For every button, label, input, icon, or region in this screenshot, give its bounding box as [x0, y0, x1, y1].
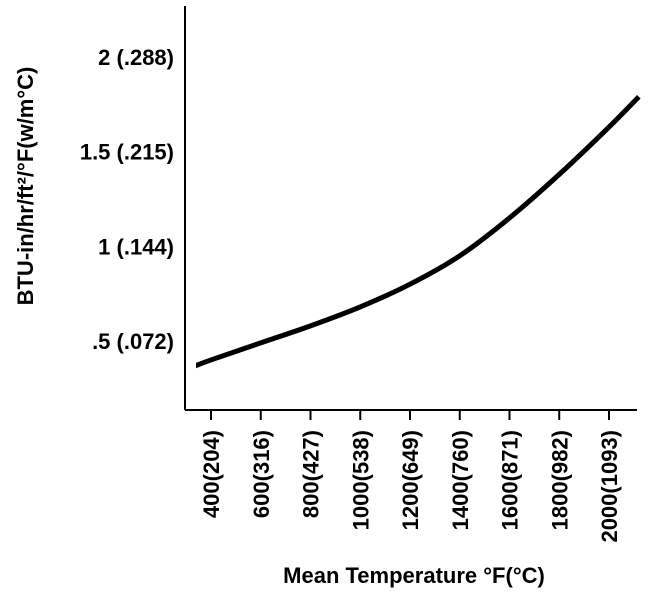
y-tick-label: 1.5 (.215) [80, 140, 174, 165]
x-ticks: 400(204) 600(316) 800(427) 1000(538) 1200(64… [199, 410, 622, 543]
series [196, 95, 641, 369]
y-ticks: .5 (.072) 1 (.144) 1.5 (.215) 2 (.288) [80, 45, 186, 354]
x-tick-label: 2000(1093) [597, 430, 622, 543]
y-tick-label: .5 (.072) [92, 329, 174, 354]
x-tick-label: 1200(649) [398, 430, 423, 530]
y-tick-label: 2 (.288) [98, 45, 174, 70]
x-tick-label: 1600(871) [498, 430, 523, 530]
x-axis-title: Mean Temperature °F(°C) [283, 563, 545, 588]
series-line [196, 95, 641, 369]
x-tick-label: 600(316) [249, 430, 274, 518]
y-tick-label: 1 (.144) [98, 234, 174, 259]
x-tick-label: 1000(538) [348, 430, 373, 530]
x-tick-label: 1800(982) [547, 430, 572, 530]
x-tick-label: 1400(760) [448, 430, 473, 530]
x-tick-label: 800(427) [299, 430, 324, 518]
y-axis-title: BTU-in/hr/ft²/°F(w/m°C) [13, 67, 38, 306]
x-tick-label: 400(204) [199, 430, 224, 518]
axes [184, 6, 637, 411]
